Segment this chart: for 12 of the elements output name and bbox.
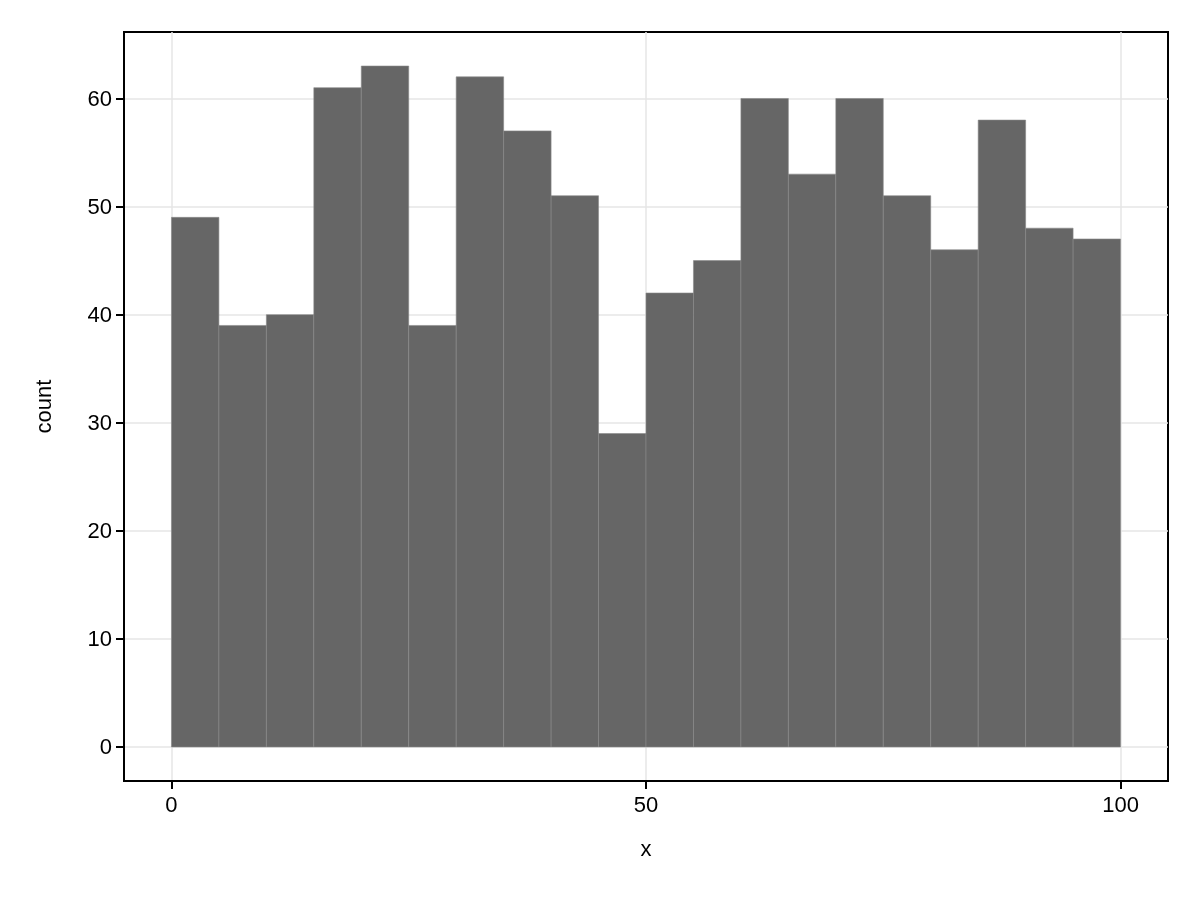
y-tick-label: 10 xyxy=(87,626,112,652)
y-tick-label: 30 xyxy=(87,410,112,436)
y-tick-label: 50 xyxy=(87,194,112,220)
y-tick-label: 0 xyxy=(99,734,112,760)
y-tick-label: 40 xyxy=(87,302,112,328)
x-axis-title: x xyxy=(640,835,652,861)
x-tick-label: 50 xyxy=(633,791,659,817)
x-tick-label: 100 xyxy=(1102,791,1139,817)
y-axis-title: count xyxy=(30,379,56,434)
y-tick-label: 20 xyxy=(87,518,112,544)
y-tick-label: 60 xyxy=(87,85,112,111)
x-tick-label: 0 xyxy=(165,791,178,817)
